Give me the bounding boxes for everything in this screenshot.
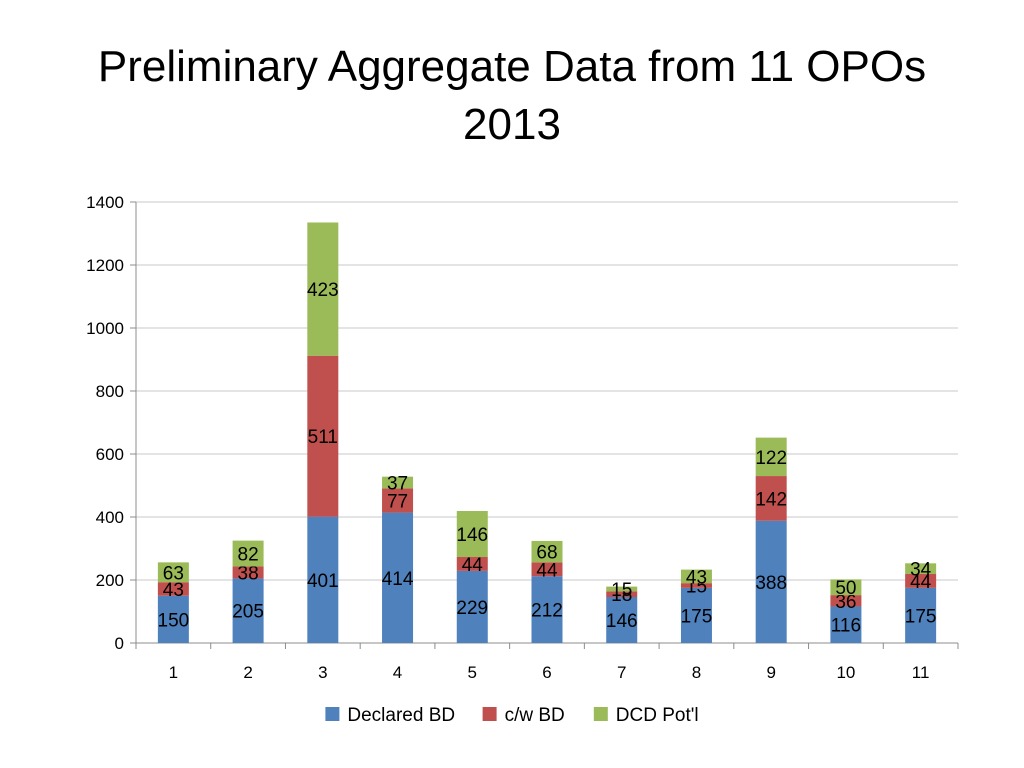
x-tick-label: 9 [766,663,775,682]
data-label: 212 [531,601,563,622]
y-tick-label: 1200 [86,256,124,275]
chart-title: Preliminary Aggregate Data from 11 OPOs … [0,38,1024,154]
data-label: 205 [232,602,264,623]
bar-dcd-pot-l-9 [755,437,787,477]
bar-dcd-pot-l-7 [606,586,638,592]
data-label: 36 [835,592,856,613]
chart-title-line2: 2013 [463,100,561,149]
chart-title-line1: Preliminary Aggregate Data from 11 OPOs [97,42,927,91]
bar-dcd-pot-l-6 [531,540,563,563]
x-tick-label: 1 [169,663,178,682]
data-label: 68 [536,543,557,564]
bar-c-w-bd-3 [307,355,339,517]
bar-c-w-bd-8 [680,583,712,588]
x-tick-label: 4 [393,663,402,682]
y-tick-label: 0 [115,634,124,653]
legend-swatch-dcd-pot-l [593,707,608,721]
bar-declared-bd-1 [157,595,189,643]
y-tick-label: 800 [96,382,124,401]
x-tick-label: 2 [243,663,252,682]
data-label: 50 [835,578,856,599]
data-label: 423 [307,280,339,301]
bar-declared-bd-5 [456,570,488,643]
bar-declared-bd-7 [606,597,638,643]
bar-dcd-pot-l-1 [157,562,189,583]
bar-dcd-pot-l-4 [382,476,414,489]
bar-dcd-pot-l-8 [680,569,712,584]
bar-c-w-bd-7 [606,591,638,598]
x-tick-label: 7 [617,663,626,682]
bar-c-w-bd-2 [232,566,264,579]
data-label: 44 [462,555,484,576]
data-label: 142 [755,489,787,510]
bar-c-w-bd-9 [755,476,787,521]
data-label: 37 [387,474,408,495]
y-tick-label: 1000 [86,319,124,338]
bar-dcd-pot-l-11 [905,563,937,575]
data-label: 43 [686,567,707,588]
data-label: 34 [910,560,932,581]
legend-swatch-c-w-bd [482,707,497,721]
data-label: 150 [158,610,190,631]
bar-c-w-bd-4 [382,488,414,513]
x-tick-label: 5 [468,663,477,682]
data-label: 44 [910,572,932,593]
data-label: 414 [382,569,414,590]
bar-declared-bd-3 [307,516,339,643]
data-label: 63 [163,563,184,584]
bar-dcd-pot-l-2 [232,540,264,567]
bar-c-w-bd-5 [456,557,488,571]
bar-c-w-bd-10 [830,595,862,607]
data-label: 511 [308,427,338,448]
x-tick-label: 8 [692,663,701,682]
x-tick-label: 11 [912,663,930,682]
legend-swatch-declared-bd [325,707,340,721]
bar-declared-bd-4 [382,512,414,643]
data-label: 15 [611,580,632,601]
bar-declared-bd-11 [905,587,937,643]
legend-label: Declared BD [347,705,455,726]
bar-declared-bd-9 [755,520,787,643]
bar-dcd-pot-l-5 [456,511,488,558]
data-label: 116 [831,616,861,637]
data-label: 43 [163,580,184,601]
bar-declared-bd-10 [830,606,862,643]
bar-dcd-pot-l-3 [307,222,339,356]
x-tick-label: 3 [318,663,327,682]
data-label: 175 [905,606,937,627]
legend-label: DCD Pot'l [616,705,699,726]
bar-declared-bd-6 [531,576,563,643]
data-label: 175 [681,606,713,627]
x-tick-label: 10 [836,663,855,682]
y-tick-label: 1400 [86,193,124,212]
y-tick-label: 200 [96,571,124,590]
data-label: 77 [387,491,408,512]
bar-c-w-bd-1 [157,582,189,596]
y-tick-label: 400 [96,508,124,527]
bar-dcd-pot-l-10 [830,579,862,596]
bar-declared-bd-8 [680,587,712,643]
data-label: 229 [456,598,488,619]
bar-declared-bd-2 [232,578,264,643]
data-label: 146 [456,525,488,546]
x-tick-label: 6 [542,663,551,682]
bar-c-w-bd-11 [905,574,937,588]
y-tick-label: 600 [96,445,124,464]
data-label: 38 [238,563,259,584]
data-label: 122 [755,448,787,469]
legend-label: c/w BD [505,705,565,726]
data-label: 82 [238,545,259,566]
data-label: 44 [536,560,558,581]
data-label: 146 [606,611,638,632]
data-label: 388 [755,573,787,594]
data-label: 401 [307,571,339,592]
bar-c-w-bd-6 [531,562,563,577]
